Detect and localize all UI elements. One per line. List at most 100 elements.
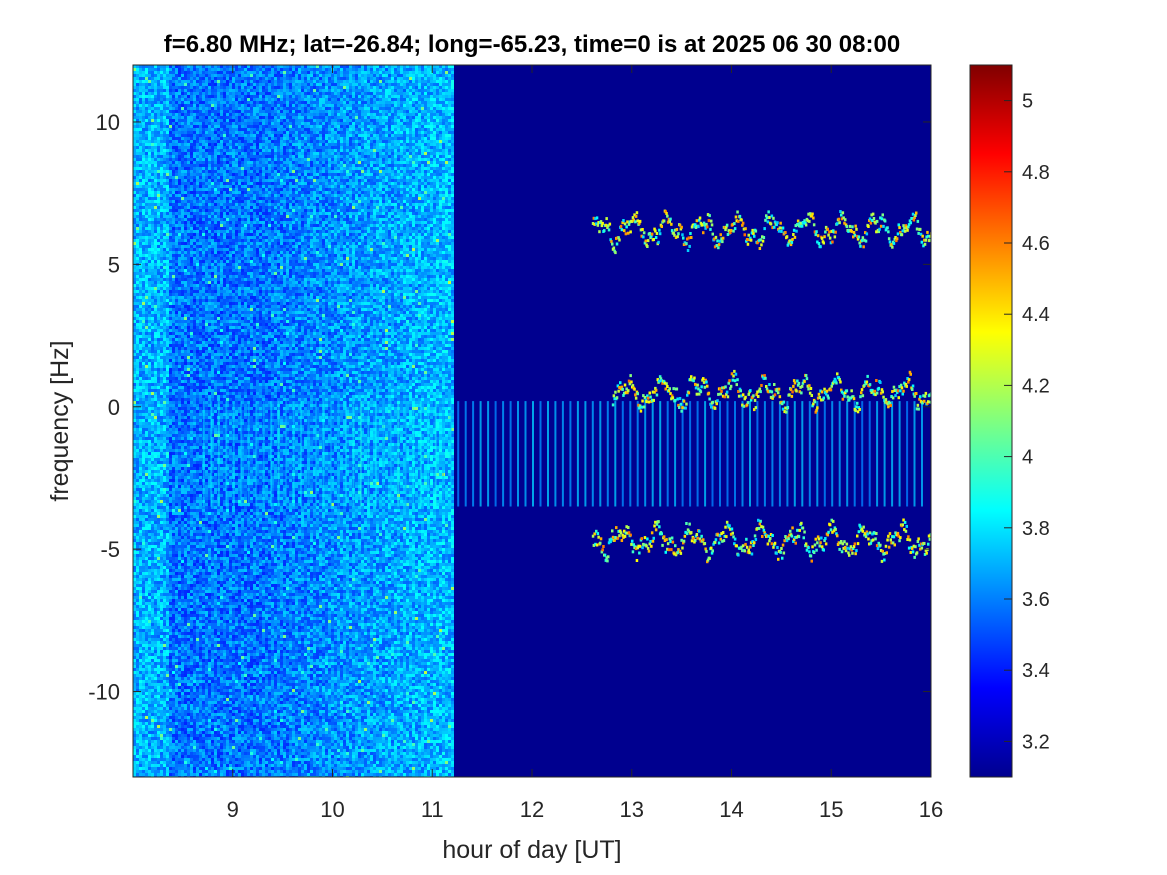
heat-cell	[187, 743, 190, 746]
heat-cell	[151, 155, 154, 158]
heat-cell	[139, 644, 142, 647]
heat-cell	[175, 767, 178, 770]
heat-cell	[139, 383, 142, 386]
heat-cell	[139, 131, 142, 134]
heat-cell	[142, 437, 145, 440]
heat-cell	[157, 764, 160, 767]
heat-cell	[145, 386, 148, 389]
heat-cell	[142, 245, 145, 248]
heat-cell	[133, 734, 136, 737]
heat-cell	[181, 251, 184, 254]
heat-cell	[181, 176, 184, 179]
heat-cell	[181, 284, 184, 287]
heat-cell	[169, 749, 172, 752]
heat-cell	[145, 551, 148, 554]
heat-cell	[163, 773, 166, 776]
heat-cell	[172, 89, 175, 92]
heat-cell	[139, 458, 142, 461]
heat-cell	[166, 629, 169, 632]
heat-cell	[145, 335, 148, 338]
heat-cell	[139, 461, 142, 464]
heat-cell	[160, 350, 163, 353]
heat-cell	[160, 731, 163, 734]
heat-cell	[193, 518, 196, 521]
heat-cell	[151, 479, 154, 482]
heat-cell	[148, 155, 151, 158]
heat-cell	[154, 314, 157, 317]
heat-cell	[163, 425, 166, 428]
heat-cell	[157, 698, 160, 701]
heat-cell	[157, 668, 160, 671]
heat-cell	[178, 740, 181, 743]
heat-cell	[136, 467, 139, 470]
heat-cell	[190, 350, 193, 353]
heat-cell	[166, 737, 169, 740]
heat-cell	[187, 608, 190, 611]
heat-cell	[136, 362, 139, 365]
heat-cell	[187, 266, 190, 269]
heat-cell	[172, 731, 175, 734]
heat-cell	[172, 524, 175, 527]
heat-cell	[166, 191, 169, 194]
heat-cell	[169, 593, 172, 596]
heat-cell	[181, 302, 184, 305]
heat-cell	[139, 89, 142, 92]
heat-cell	[145, 479, 148, 482]
heat-cell	[157, 542, 160, 545]
heat-cell	[145, 524, 148, 527]
heat-cell	[133, 296, 136, 299]
heat-cell	[181, 245, 184, 248]
heat-cell	[172, 101, 175, 104]
heat-cell	[184, 449, 187, 452]
heat-cell	[157, 218, 160, 221]
heat-cell	[145, 518, 148, 521]
heat-cell	[190, 347, 193, 350]
heat-cell	[160, 557, 163, 560]
heat-cell	[148, 758, 151, 761]
heat-cell	[193, 620, 196, 623]
heat-cell	[178, 137, 181, 140]
heat-cell	[190, 284, 193, 287]
heat-cell	[151, 404, 154, 407]
heat-cell	[151, 410, 154, 413]
heat-cell	[163, 284, 166, 287]
heat-cell	[154, 506, 157, 509]
heat-cell	[157, 467, 160, 470]
heat-cell	[145, 161, 148, 164]
heat-cell	[139, 320, 142, 323]
heat-cell	[142, 110, 145, 113]
heat-cell	[175, 77, 178, 80]
heat-cell	[190, 503, 193, 506]
heat-cell	[181, 200, 184, 203]
heat-cell	[148, 326, 151, 329]
heat-cell	[157, 707, 160, 710]
heat-cell	[172, 578, 175, 581]
heat-cell	[175, 200, 178, 203]
heat-cell	[145, 755, 148, 758]
heat-cell	[145, 506, 148, 509]
heat-cell	[169, 410, 172, 413]
heat-cell	[139, 278, 142, 281]
heat-cell	[145, 119, 148, 122]
heat-cell	[169, 611, 172, 614]
heat-cell	[190, 659, 193, 662]
heat-cell	[166, 257, 169, 260]
heat-cell	[145, 401, 148, 404]
heat-cell	[187, 326, 190, 329]
heat-cell	[190, 116, 193, 119]
heat-cell	[187, 185, 190, 188]
heat-cell	[151, 125, 154, 128]
heat-cell	[148, 134, 151, 137]
heat-cell	[142, 641, 145, 644]
heat-cell	[193, 701, 196, 704]
heat-cell	[163, 689, 166, 692]
heat-cell	[157, 113, 160, 116]
heat-cell	[184, 170, 187, 173]
heat-cell	[190, 575, 193, 578]
heat-cell	[169, 212, 172, 215]
heat-cell	[166, 221, 169, 224]
heat-cell	[139, 722, 142, 725]
heat-cell	[166, 107, 169, 110]
heat-cell	[157, 647, 160, 650]
heat-cell	[172, 215, 175, 218]
